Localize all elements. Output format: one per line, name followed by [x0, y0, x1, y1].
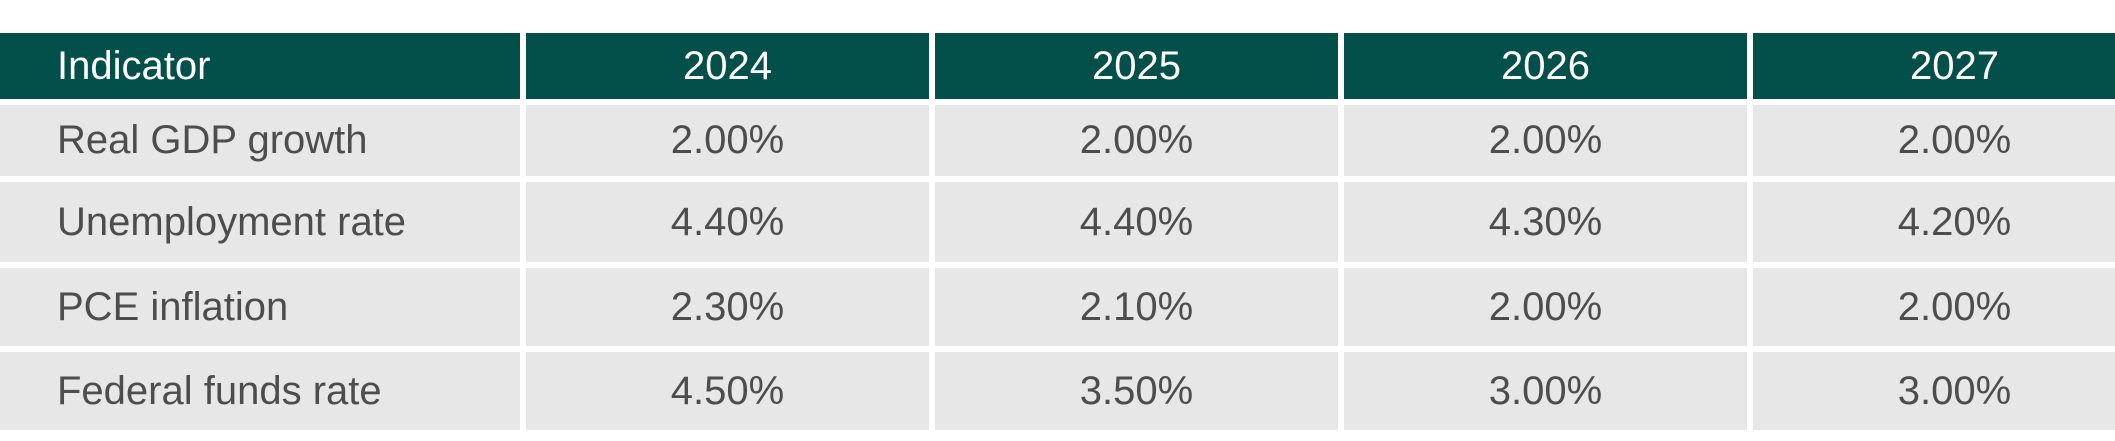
table-cell: 2.00% — [526, 105, 929, 176]
table-cell: 2.30% — [526, 268, 929, 346]
table-cell: 4.30% — [1344, 182, 1747, 262]
row-label: Real GDP growth — [0, 105, 520, 176]
row-label: Federal funds rate — [0, 352, 520, 430]
column-header-2025: 2025 — [935, 33, 1338, 99]
table-row: PCE inflation 2.30% 2.10% 2.00% 2.00% — [0, 268, 2115, 346]
header-row: Indicator 2024 2025 2026 2027 — [0, 33, 2115, 99]
table-cell: 2.00% — [1753, 105, 2115, 176]
table-row: Federal funds rate 4.50% 3.50% 3.00% 3.0… — [0, 352, 2115, 430]
table-cell: 4.40% — [526, 182, 929, 262]
table-cell: 4.40% — [935, 182, 1338, 262]
table-cell: 2.00% — [1344, 268, 1747, 346]
column-header-2027: 2027 — [1753, 33, 2115, 99]
table-row: Unemployment rate 4.40% 4.40% 4.30% 4.20… — [0, 182, 2115, 262]
table-cell: 2.10% — [935, 268, 1338, 346]
table-cell: 3.00% — [1344, 352, 1747, 430]
forecast-table-container: Indicator 2024 2025 2026 2027 Real GDP g… — [0, 27, 2115, 436]
column-header-2024: 2024 — [526, 33, 929, 99]
table-cell: 3.00% — [1753, 352, 2115, 430]
table-row: Real GDP growth 2.00% 2.00% 2.00% 2.00% — [0, 105, 2115, 176]
row-label: Unemployment rate — [0, 182, 520, 262]
column-header-indicator: Indicator — [0, 33, 520, 99]
forecast-table: Indicator 2024 2025 2026 2027 Real GDP g… — [0, 27, 2115, 436]
table-cell: 2.00% — [1344, 105, 1747, 176]
table-cell: 4.20% — [1753, 182, 2115, 262]
table-cell: 3.50% — [935, 352, 1338, 430]
row-label: PCE inflation — [0, 268, 520, 346]
table-cell: 2.00% — [1753, 268, 2115, 346]
column-header-2026: 2026 — [1344, 33, 1747, 99]
table-cell: 4.50% — [526, 352, 929, 430]
table-cell: 2.00% — [935, 105, 1338, 176]
